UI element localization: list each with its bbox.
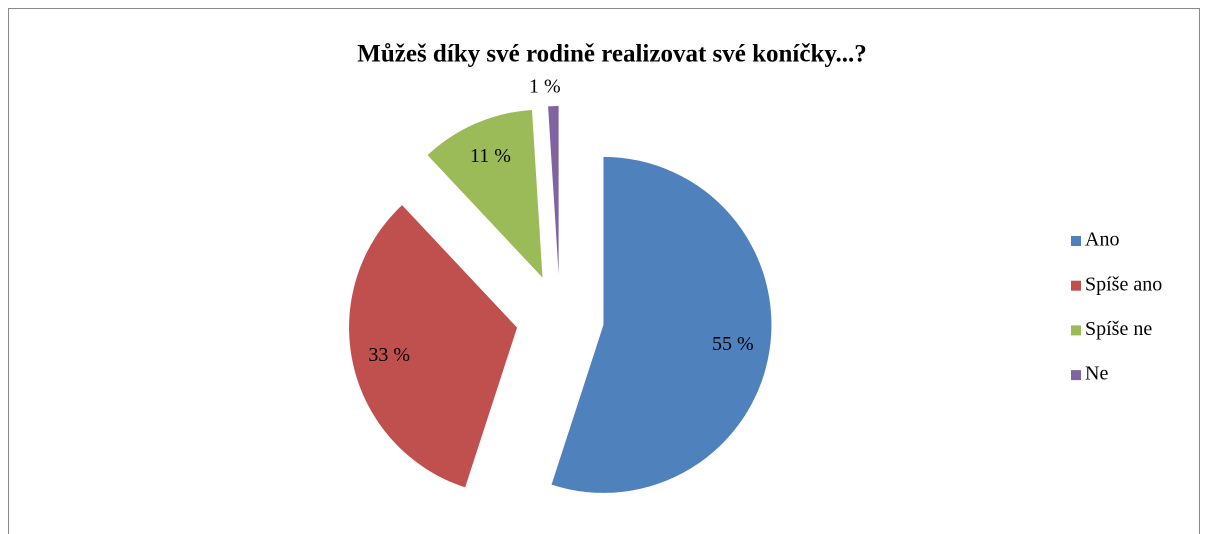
chart-title: Můžeš díky své rodině realizovat své kon…	[357, 41, 867, 68]
chart-border	[8, 8, 1200, 534]
data-label: 1 %	[529, 76, 561, 98]
pie-slice	[427, 109, 543, 278]
pie-slice	[551, 156, 772, 493]
data-label: 11 %	[470, 145, 511, 167]
legend-swatch	[1071, 325, 1081, 336]
legend-swatch	[1071, 280, 1081, 291]
legend-label: Spíše ne	[1085, 318, 1152, 340]
data-label: 33 %	[368, 344, 410, 366]
pie-slice	[548, 106, 559, 275]
legend-swatch	[1071, 236, 1081, 246]
legend-label: Ano	[1085, 229, 1119, 251]
pie-slice	[349, 205, 518, 488]
legend-label: Spíše ano	[1085, 273, 1162, 295]
legend-label: Ne	[1085, 363, 1108, 385]
legend-swatch	[1071, 370, 1081, 381]
data-label: 55 %	[712, 333, 754, 355]
